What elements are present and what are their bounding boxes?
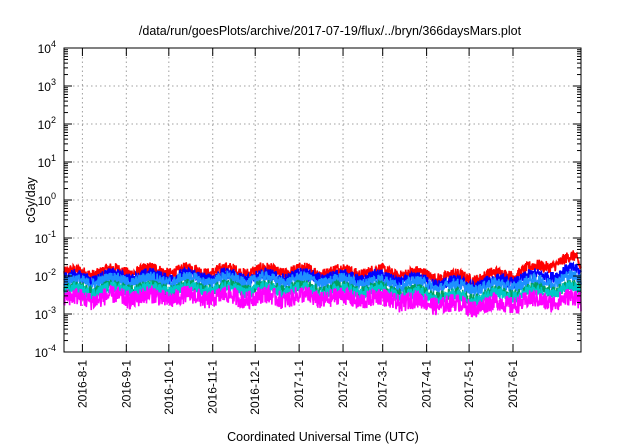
y-tick-label: 101 bbox=[38, 153, 56, 170]
series-line bbox=[63, 283, 582, 318]
x-tick-label: 2017-1-1 bbox=[292, 360, 306, 408]
x-tick-label: 2017-3-1 bbox=[376, 360, 390, 408]
y-tick-label: 10-2 bbox=[35, 267, 56, 284]
y-tick-label: 100 bbox=[38, 191, 56, 208]
x-tick-label: 2016-11-1 bbox=[206, 360, 220, 414]
y-tick-label: 104 bbox=[38, 39, 56, 56]
y-tick-label: 102 bbox=[38, 115, 56, 132]
y-tick-label: 103 bbox=[38, 77, 56, 94]
y-tick-labels: 10-4 10-3 10-2 10-1 100 101 102 103 104 bbox=[35, 39, 56, 360]
series-line bbox=[63, 269, 582, 296]
x-tick-labels: 2016-8-1 2016-9-1 2016-10-1 2016-11-1 2016-1… bbox=[75, 360, 520, 415]
y-tick-label: 10-4 bbox=[35, 343, 56, 360]
y-tick-label: 10-3 bbox=[35, 305, 56, 322]
x-tick-label: 2017-6-1 bbox=[506, 360, 520, 408]
x-tick-label: 2016-9-1 bbox=[119, 360, 133, 408]
x-tick-label: 2017-4-1 bbox=[420, 360, 434, 408]
x-tick-label: 2017-5-1 bbox=[462, 360, 476, 408]
series-layer bbox=[63, 250, 582, 318]
y-axis-label: cGy/day bbox=[24, 176, 38, 223]
y-tick-label: 10-1 bbox=[35, 229, 56, 246]
chart-title: /data/run/goesPlots/archive/2017-07-19/f… bbox=[139, 24, 522, 38]
x-tick-label: 2016-10-1 bbox=[162, 360, 176, 415]
x-tick-label: 2016-12-1 bbox=[248, 360, 262, 415]
axis-ticks bbox=[64, 47, 581, 353]
x-tick-label: 2016-8-1 bbox=[75, 360, 89, 408]
x-tick-label: 2017-2-1 bbox=[336, 360, 350, 408]
x-axis-label: Coordinated Universal Time (UTC) bbox=[227, 430, 419, 444]
